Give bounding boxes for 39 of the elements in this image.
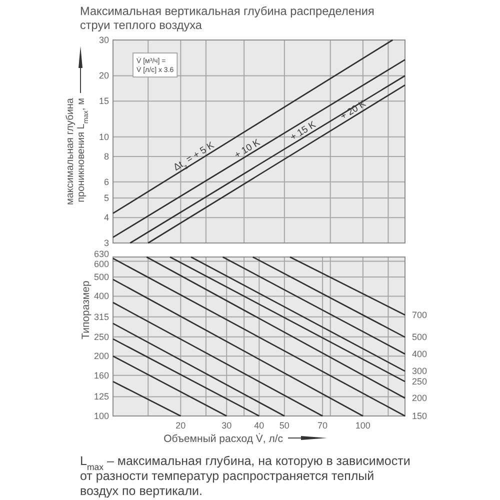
y-tick-label: 250 — [94, 332, 109, 342]
y-tick-label: 8 — [104, 152, 109, 162]
y-tick-label: 600 — [94, 259, 109, 270]
series-label: 150 — [412, 411, 428, 421]
series-label: 500 — [412, 332, 428, 342]
series-label: 400 — [412, 348, 428, 359]
y-tick-label: 160 — [94, 370, 109, 380]
y-tick-label: 10 — [98, 132, 109, 142]
y-tick-label: 630 — [94, 249, 109, 260]
y-tick-label: 200 — [94, 351, 109, 362]
text: L$_{max}$ – максимальная глубина, на которую в зависимости от разности температур распространяется теплый воздух по вертикали. — [80, 454, 410, 498]
x-axis-title: Объемный расход V̇, л/с — [164, 432, 283, 445]
y-axis-title: Типоразмер — [80, 280, 92, 340]
y-tick-label: 15 — [98, 96, 109, 106]
text: + 10 K — [232, 136, 263, 162]
y-tick-label: 3 — [104, 238, 109, 248]
y-tick-label: 5 — [104, 192, 109, 203]
y-tick-label: 400 — [94, 291, 109, 302]
series-label: 200 — [412, 393, 428, 404]
y-tick-label: 4 — [104, 212, 109, 223]
text: + 15 K — [288, 119, 318, 144]
y-tick-label: 20 — [98, 70, 109, 81]
chart-title: Максимальная вертикальная глубина распределения струи теплого воздуха — [80, 4, 374, 32]
x-tick-label: 30 — [222, 420, 232, 430]
y-tick-label: 125 — [94, 392, 109, 402]
series-label: 700 — [412, 310, 428, 320]
x-tick-label: 70 — [318, 420, 328, 430]
series-label: 300 — [412, 366, 428, 376]
x-tick-label: 100 — [355, 420, 370, 430]
x-tick-label: 40 — [254, 420, 264, 430]
text: + 20 K — [338, 98, 369, 122]
x-tick-label: 20 — [176, 420, 186, 430]
y-tick-label: 500 — [94, 272, 109, 282]
series-label: 250 — [412, 376, 428, 387]
y-tick-label: 100 — [94, 411, 109, 421]
y-tick-label: 6 — [104, 176, 109, 187]
y-tick-label: 30 — [98, 35, 109, 45]
y-tick-label: 315 — [94, 312, 109, 322]
x-tick-label: 50 — [279, 420, 290, 430]
